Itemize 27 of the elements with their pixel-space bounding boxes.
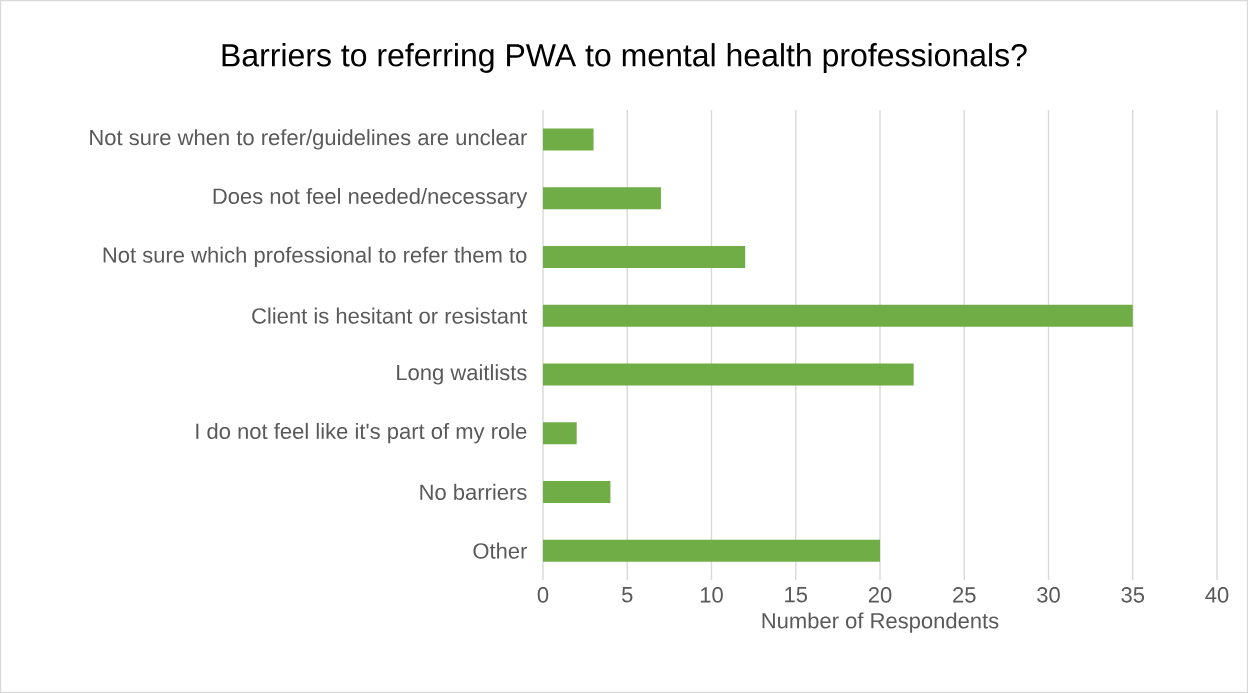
bar [543,128,594,151]
chart-title: Barriers to referring PWA to mental health professionals? [222,43,1027,73]
y-tick-label: Not sure which professional to refer them to [103,246,527,268]
x-tick-label: 25 [953,587,976,603]
x-tick-label: 40 [1205,587,1229,603]
x-tick-label: 30 [1037,587,1060,603]
x-tick-label: 20 [868,587,892,603]
bar [543,422,577,445]
x-tick-label: 0 [537,587,549,603]
x-tick-label: 15 [785,587,808,603]
bar [543,480,611,503]
x-axis-title: Number of Respondents [762,612,999,633]
y-tick-label: Long waitlists [397,364,527,385]
y-tick-label: Not sure when to refer/guidelines are unclear [90,129,527,150]
x-tick-label: 5 [622,587,633,603]
y-tick-label: Client is hesitant or resistant [252,307,528,324]
x-tick-label: 10 [700,587,723,603]
bar [543,304,1133,327]
bar [543,363,914,386]
y-tick-label: No barriers [420,483,527,500]
bar [543,539,880,562]
y-tick-label: Other [473,542,528,559]
y-tick-label: I do not feel like it's part of my role [196,422,527,444]
y-tick-label: Does not feel needed/necessary [213,187,528,209]
bar [543,245,746,268]
x-tick-label: 35 [1121,587,1145,603]
bar [543,187,661,210]
